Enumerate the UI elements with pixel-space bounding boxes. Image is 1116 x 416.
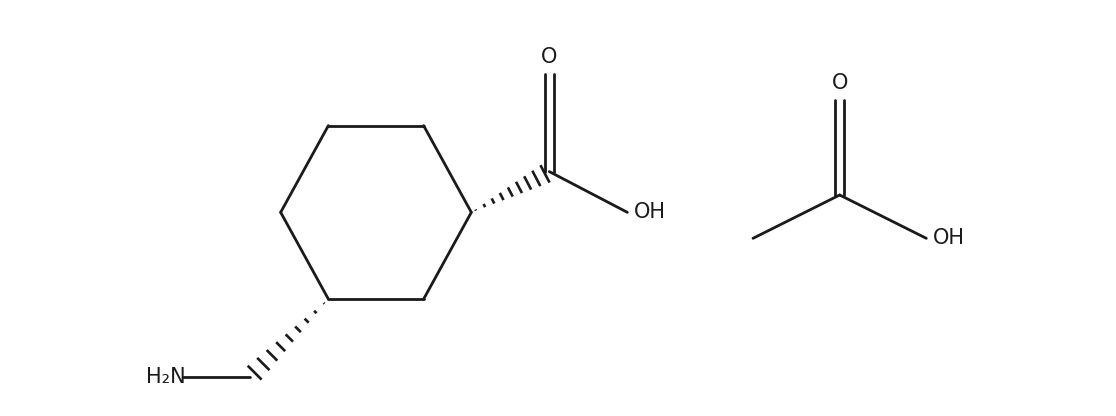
- Text: OH: OH: [634, 202, 665, 222]
- Text: O: O: [831, 73, 848, 93]
- Text: O: O: [541, 47, 558, 67]
- Text: H₂N: H₂N: [146, 367, 186, 387]
- Text: OH: OH: [932, 228, 964, 248]
